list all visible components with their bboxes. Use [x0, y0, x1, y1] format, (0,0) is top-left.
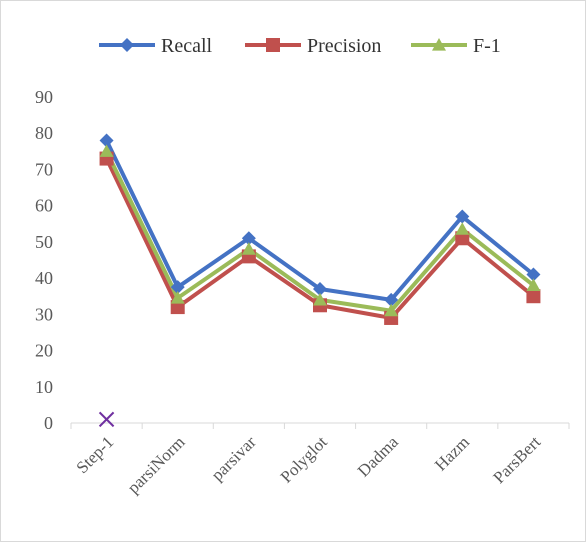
- x-tick-label: parsivar: [208, 432, 260, 484]
- y-tick-label: 70: [35, 159, 53, 179]
- y-tick-label: 0: [44, 413, 53, 433]
- legend-marker: [266, 38, 280, 52]
- y-tick-label: 80: [35, 123, 53, 143]
- legend-label: Precision: [307, 35, 381, 57]
- data-point-recall: [99, 133, 114, 148]
- data-point-f-1: [313, 292, 327, 306]
- data-point-recall: [455, 209, 470, 224]
- series-line-recall: [104, 138, 536, 302]
- data-point-precision: [526, 289, 541, 304]
- data-point-f-1: [241, 242, 256, 255]
- x-tick-label: Polyglot: [277, 432, 331, 486]
- data-point-f-1: [99, 144, 114, 157]
- y-tick-label: 10: [35, 377, 53, 397]
- y-tick-label: 60: [35, 196, 53, 216]
- legend-label: F-1: [473, 35, 501, 57]
- y-tick-label: 20: [35, 341, 53, 361]
- data-point-recall: [526, 267, 541, 282]
- extra-x-marker: [98, 411, 115, 428]
- y-tick-label: 40: [35, 268, 53, 288]
- y-tick-label: 90: [35, 87, 53, 107]
- data-point-recall: [241, 231, 256, 246]
- x-tick-label: ParsBert: [489, 432, 544, 487]
- data-point-recall: [384, 292, 399, 307]
- legend-marker: [432, 38, 446, 51]
- x-tick-label: Dadma: [354, 432, 402, 480]
- x-tick-label: Hazm: [431, 432, 473, 474]
- data-point-f-1: [170, 291, 185, 304]
- y-tick-label: 30: [35, 304, 53, 324]
- data-point-f-1: [526, 278, 541, 291]
- legend-marker: [120, 38, 134, 52]
- x-tick-label: Step-1: [73, 432, 118, 477]
- legend-label: Recall: [161, 35, 213, 57]
- data-point-f-1: [455, 222, 470, 235]
- y-tick-label: 50: [35, 232, 53, 252]
- x-tick-label: parsiNorm: [124, 432, 189, 497]
- data-point-f-1: [384, 303, 399, 317]
- data-point-recall: [170, 280, 185, 295]
- data-point-recall: [313, 281, 327, 296]
